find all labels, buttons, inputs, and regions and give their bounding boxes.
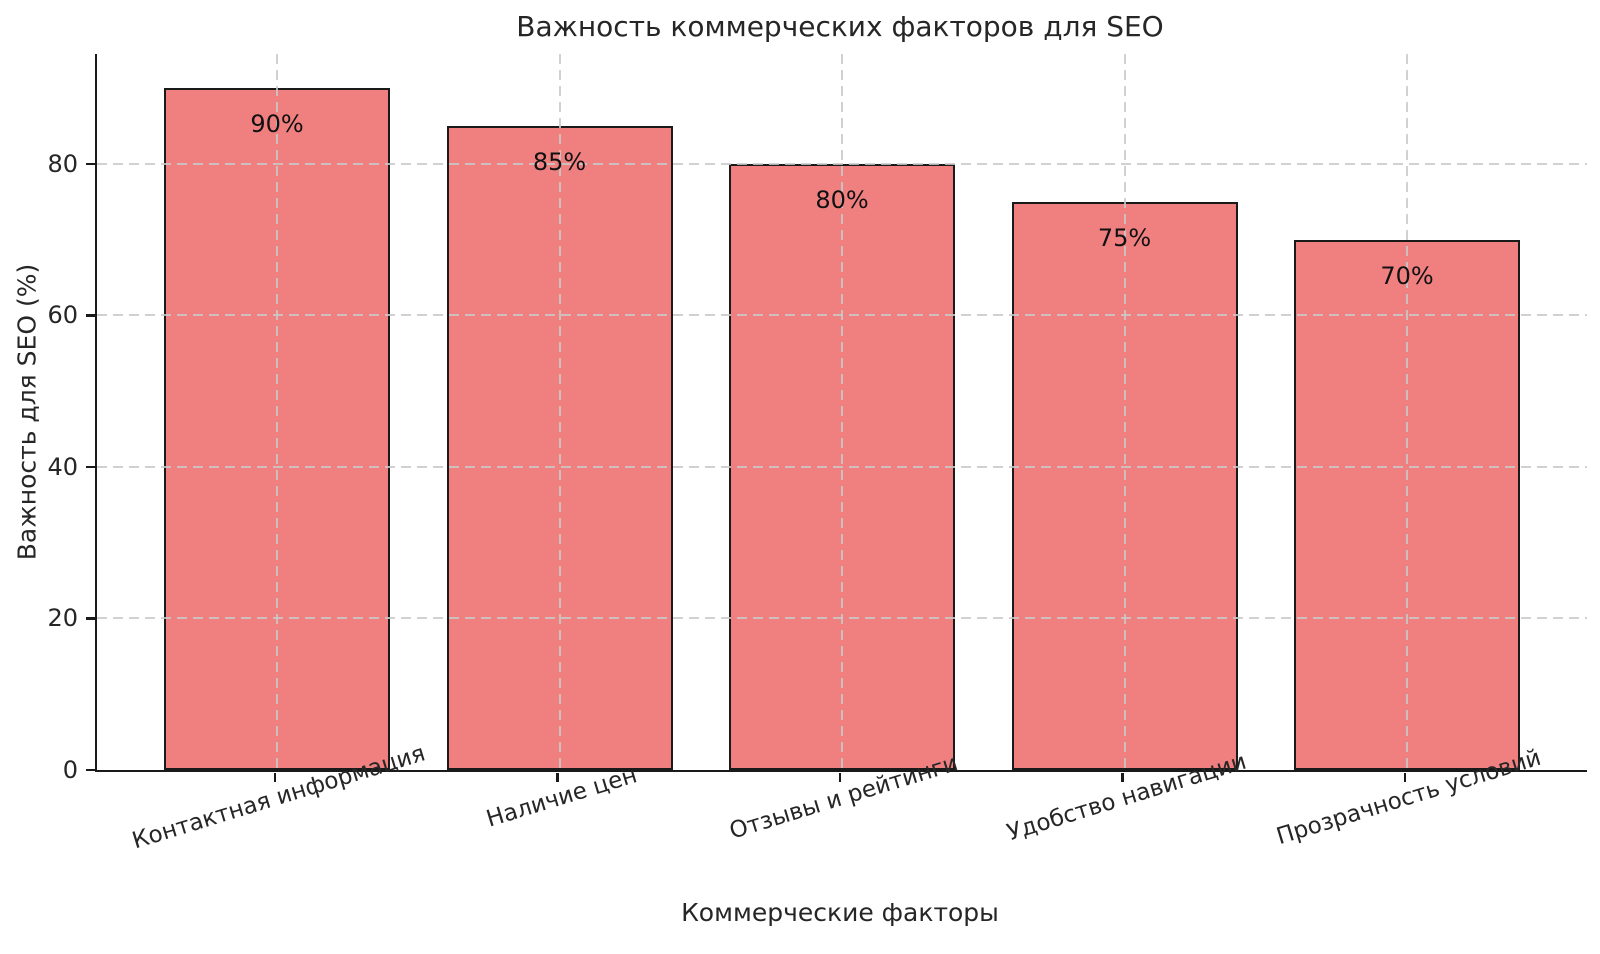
x-axis-tick — [556, 772, 559, 782]
x-axis-tick — [1121, 772, 1124, 782]
gridline-vertical — [558, 54, 561, 770]
gridline-horizontal — [97, 162, 1587, 165]
y-axis-tick — [86, 768, 95, 772]
y-tick-label: 80 — [47, 149, 78, 178]
y-axis-tick — [86, 314, 95, 317]
x-axis-tick — [1403, 772, 1407, 782]
gridline-vertical — [1123, 54, 1126, 770]
x-axis-tick — [273, 772, 277, 782]
gridline-horizontal — [97, 314, 1587, 317]
chart-title: Важность коммерческих факторов для SEO — [516, 10, 1164, 43]
bar-value-label: 70% — [1380, 261, 1434, 290]
gridline-horizontal — [97, 465, 1587, 468]
gridline-vertical — [1406, 54, 1408, 770]
y-axis-tick — [86, 162, 95, 166]
x-tick-label: Наличие цен — [482, 762, 640, 833]
plot-area: 90% 85% 80% 75% 70% — [95, 54, 1587, 772]
bar-value-label: 80% — [815, 185, 869, 214]
x-axis-label: Коммерческие факторы — [681, 898, 999, 927]
y-tick-label: 0 — [62, 756, 78, 784]
y-tick-label: 40 — [47, 452, 78, 481]
gridline-vertical — [841, 54, 843, 770]
y-axis-tick — [86, 617, 95, 620]
y-axis-tick — [86, 465, 95, 469]
bar-value-label: 75% — [1097, 223, 1152, 252]
bar-value-label: 90% — [250, 110, 304, 139]
gridline-vertical — [276, 54, 278, 770]
bar-value-label: 85% — [532, 147, 587, 176]
y-tick-label: 20 — [47, 604, 78, 633]
gridline-horizontal — [97, 617, 1587, 620]
y-tick-label: 60 — [47, 301, 78, 330]
x-axis-tick — [838, 772, 842, 782]
